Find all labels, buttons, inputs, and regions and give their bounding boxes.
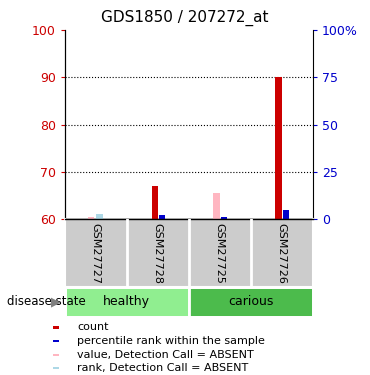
Text: rank, Detection Call = ABSENT: rank, Detection Call = ABSENT [77, 363, 248, 373]
Text: GSM27728: GSM27728 [153, 223, 163, 284]
Text: GSM27727: GSM27727 [91, 223, 101, 284]
Bar [283, 210, 289, 219]
Text: disease state: disease state [7, 296, 86, 308]
Bar [96, 214, 102, 219]
Bar [189, 287, 313, 317]
Text: healthy: healthy [103, 296, 150, 308]
Text: GSM27726: GSM27726 [277, 223, 287, 284]
Bar [53, 367, 59, 369]
Text: count: count [77, 322, 109, 332]
Bar [152, 186, 158, 219]
Bar [53, 354, 59, 356]
Text: ▶: ▶ [51, 296, 60, 308]
Bar [275, 77, 282, 219]
Text: GSM27725: GSM27725 [215, 223, 225, 284]
Bar [65, 287, 189, 317]
Text: carious: carious [228, 296, 273, 308]
Text: GDS1850 / 207272_at: GDS1850 / 207272_at [101, 9, 269, 26]
Bar [53, 340, 59, 342]
Bar [159, 214, 165, 219]
Bar [88, 216, 94, 219]
Bar [221, 217, 227, 219]
Text: value, Detection Call = ABSENT: value, Detection Call = ABSENT [77, 350, 254, 360]
Bar [53, 326, 59, 328]
Text: percentile rank within the sample: percentile rank within the sample [77, 336, 265, 346]
Bar [213, 194, 220, 219]
